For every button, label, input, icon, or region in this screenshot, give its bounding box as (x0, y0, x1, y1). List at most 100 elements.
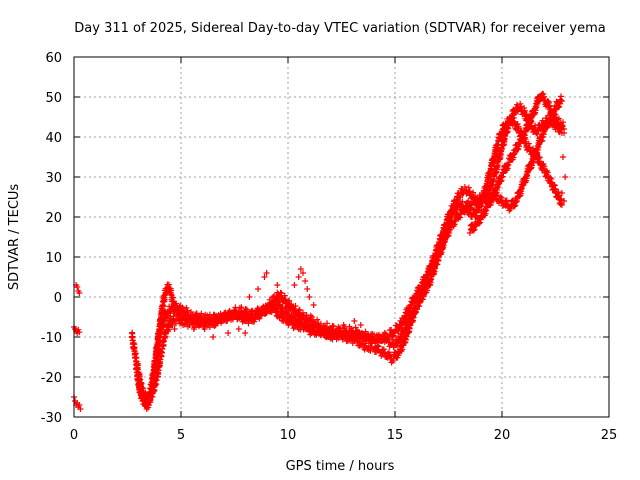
data-point (521, 107, 528, 114)
data-point (76, 290, 83, 296)
data-point (375, 343, 382, 350)
data-point (535, 122, 542, 129)
data-point (465, 184, 472, 191)
data-point (499, 130, 505, 136)
data-point (551, 182, 558, 189)
data-point (175, 307, 182, 314)
data-point (546, 102, 553, 109)
y-tick-label: 0 (54, 291, 62, 306)
data-point (176, 306, 183, 313)
data-point (511, 110, 518, 116)
data-point (379, 338, 386, 344)
data-point (498, 194, 505, 201)
data-point (541, 163, 548, 170)
data-point (430, 262, 437, 268)
data-point (165, 318, 172, 324)
data-point (480, 189, 487, 196)
data-point (561, 126, 568, 132)
data-point (326, 326, 333, 333)
data-point (291, 282, 298, 288)
data-point (562, 174, 569, 180)
data-point (558, 202, 565, 208)
y-tick-label: 20 (45, 211, 62, 226)
data-point (295, 307, 302, 314)
data-point (274, 282, 281, 288)
y-tick-label: 30 (45, 171, 62, 186)
data-point (541, 93, 548, 100)
data-point (171, 305, 178, 312)
data-point (204, 312, 211, 319)
data-point (233, 307, 240, 314)
x-tick-label: 5 (177, 428, 185, 443)
data-point (559, 119, 566, 126)
data-point (469, 214, 476, 220)
data-point (511, 150, 518, 156)
data-point (544, 169, 551, 176)
x-tick-label: 25 (601, 428, 618, 443)
data-point (308, 314, 315, 321)
data-point (167, 314, 174, 320)
data-point (272, 305, 279, 312)
data-point (193, 313, 200, 320)
data-point (169, 322, 176, 328)
data-point (270, 300, 277, 307)
data-point (261, 274, 268, 280)
data-point (540, 91, 547, 98)
data-point (458, 185, 465, 192)
data-point (278, 290, 285, 297)
data-point (515, 123, 522, 130)
data-point (526, 144, 533, 151)
data-point (270, 294, 277, 300)
data-point (277, 301, 284, 308)
data-point (552, 185, 559, 192)
data-point (352, 324, 359, 331)
data-point (514, 120, 521, 127)
data-point (503, 197, 510, 204)
x-tick-label: 0 (70, 428, 78, 443)
data-point (513, 101, 520, 108)
data-point (517, 100, 524, 107)
data-point (249, 307, 256, 314)
data-point (305, 324, 312, 331)
data-point (235, 326, 242, 332)
data-point (254, 305, 261, 312)
data-point (190, 326, 197, 332)
data-point (546, 118, 553, 124)
y-tick-label: 60 (45, 51, 62, 66)
data-point (246, 294, 253, 300)
data-point (558, 121, 565, 128)
data-point (470, 189, 477, 196)
data-point (314, 316, 321, 323)
data-point (365, 330, 372, 337)
data-point (304, 321, 311, 328)
data-point (555, 188, 562, 195)
data-point (302, 317, 309, 324)
data-point (238, 304, 245, 311)
data-point (558, 98, 565, 104)
data-point (505, 162, 512, 168)
data-point (170, 294, 177, 301)
data-point (299, 309, 306, 316)
x-tick-label: 20 (494, 428, 511, 443)
data-point (265, 302, 272, 308)
data-point (554, 116, 561, 123)
x-tick-label: 10 (280, 428, 297, 443)
data-point (507, 206, 514, 212)
data-point (225, 330, 232, 336)
data-point (77, 406, 84, 412)
data-point (281, 292, 288, 299)
data-point (385, 334, 392, 340)
data-point (296, 306, 303, 313)
y-tick-label: -10 (41, 331, 62, 346)
data-point (340, 322, 347, 328)
data-point (217, 313, 224, 320)
data-point (299, 270, 306, 276)
y-axis-ticks: -30 -20 -10 0 10 20 30 40 50 60 (41, 51, 609, 426)
plot-frame (73, 56, 610, 418)
data-point (297, 266, 304, 272)
data-point (552, 111, 559, 118)
data-point (271, 302, 278, 309)
data-point (355, 328, 362, 335)
y-tick-label: -20 (41, 371, 62, 386)
